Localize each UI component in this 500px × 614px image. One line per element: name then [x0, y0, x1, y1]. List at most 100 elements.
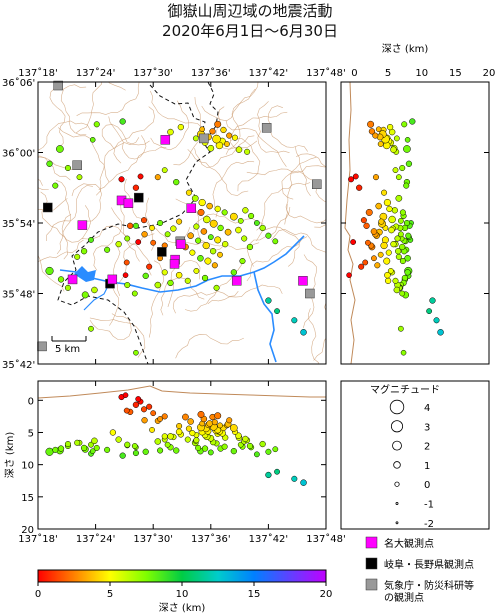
contour-line — [124, 178, 155, 251]
right-section-hypocenter — [386, 205, 393, 213]
contour-line — [286, 203, 326, 224]
contour-line — [313, 301, 326, 361]
epicenter-marker — [64, 284, 71, 291]
contour-line — [120, 204, 152, 276]
epicenter-marker — [161, 269, 168, 276]
contour-line — [89, 317, 146, 358]
right-section-hypocenter — [409, 118, 416, 125]
epicenter-marker — [253, 220, 260, 226]
right-section-hypocenter — [403, 182, 410, 189]
right-section-hypocenter — [395, 194, 403, 202]
colorbar-label: 深さ (km) — [159, 602, 206, 614]
contour-line — [108, 116, 147, 160]
right-section-hypocenter — [393, 135, 400, 142]
epicenter-marker — [123, 259, 130, 266]
epicenter-marker — [88, 237, 94, 243]
epicenter-marker — [246, 243, 254, 251]
colorbar-tick-label: 5 — [107, 589, 113, 600]
right-section-hypocenter — [395, 248, 402, 255]
contour-line — [38, 155, 71, 186]
bottom-section-hypocenter — [211, 419, 218, 426]
right-section-hypocenter — [384, 271, 391, 279]
right-section-hypocenter — [426, 308, 433, 315]
prefecture-station-marker — [157, 247, 167, 257]
jma-nied-station-marker — [305, 288, 315, 299]
bottom-section-depth-ticks: 0 5 10 15 20 — [21, 396, 326, 536]
epicenter-marker — [74, 253, 81, 260]
bottom-section-background — [38, 381, 326, 529]
right-section-hypocenter — [387, 268, 394, 274]
right-section-hypocenter — [384, 277, 392, 284]
bottom-section-hypocenter — [52, 446, 59, 453]
bottom-section-hypocenter — [45, 447, 54, 456]
epicenter-marker — [207, 234, 214, 241]
right-section-depth-tick-label: 20 — [483, 68, 496, 79]
bottom-section-hypocenter — [131, 443, 138, 449]
bottom-section-hypocenter — [184, 436, 191, 443]
epicenter-marker — [115, 241, 122, 248]
contour-line — [257, 101, 290, 153]
epicenter-marker — [91, 286, 98, 294]
right-section-hypocenter — [433, 317, 440, 324]
contour-line — [201, 82, 259, 122]
right-section-hypocenter — [404, 137, 411, 143]
epicenter-marker — [224, 141, 230, 147]
bottom-section-lon-tick-label: 137˚36' — [191, 533, 231, 545]
right-section-hypocenter — [399, 209, 406, 216]
map-lon-tick-label: 137˚36' — [191, 67, 231, 79]
bottom-section-hypocenter — [91, 437, 98, 445]
epicenter-map: 137˚18' 137˚24' 137˚30' 137˚36' 137˚42' 137˚4… — [2, 67, 346, 371]
epicenter-marker — [185, 189, 192, 196]
bottom-section-hypocenter — [291, 475, 298, 482]
epicenter-marker — [235, 146, 243, 153]
map-lon-tick-label: 137˚42' — [249, 67, 289, 79]
bottom-section-frame — [37, 380, 327, 530]
epicenter-marker — [146, 263, 153, 270]
magnitude-legend-symbol — [395, 502, 399, 505]
map-lon-tick-label: 137˚18' — [18, 67, 58, 79]
right-section-hypocenter — [394, 235, 401, 242]
bottom-section-hypocenter — [173, 447, 180, 454]
right-section-hypocenter — [386, 123, 394, 131]
bottom-section-hypocenter — [176, 423, 183, 430]
bottom-section-hypocenter — [142, 448, 149, 455]
epicenter-marker — [187, 232, 194, 239]
right-section-hypocenter — [400, 349, 407, 356]
magnitude-legend-frame — [340, 380, 490, 530]
right-section-hypocenter — [399, 258, 406, 265]
bottom-section-hypocenter — [253, 451, 260, 458]
bottom-section-hypocenter — [259, 440, 266, 448]
bottom-section-hypocenter — [89, 448, 96, 454]
epicenter-marker — [141, 231, 148, 238]
map-lat-tick-label: 36˚06' — [2, 77, 35, 89]
right-section-hypocenter — [363, 222, 370, 229]
epicenter-marker — [259, 224, 266, 232]
right-section-hypocenter — [399, 243, 406, 251]
contour-line — [160, 277, 205, 316]
epicenter-marker — [157, 219, 164, 227]
epicenter-marker — [214, 120, 222, 128]
right-section-hypocenter — [403, 145, 411, 153]
epicenter-marker — [265, 297, 272, 304]
bottom-section-hypocenter — [135, 396, 142, 402]
station-legend-swatch — [365, 536, 378, 549]
right-section-depth-tick-label: 5 — [385, 68, 391, 79]
bottom-section-hypocenter — [221, 443, 228, 450]
bottom-section-hypocenter — [193, 437, 200, 444]
depth-colorbar: 0 5 10 15 20 深さ (km) — [35, 569, 332, 614]
epicenter-marker — [211, 262, 218, 269]
epicenter-markers — [45, 118, 307, 356]
epicenter-marker — [197, 208, 205, 216]
epicenter-marker — [122, 272, 129, 278]
epicenter-marker — [226, 132, 233, 139]
magnitude-legend-label: -1 — [424, 500, 434, 511]
epicenter-marker — [239, 258, 246, 265]
epicenter-marker — [207, 144, 215, 152]
map-lat-tick-label: 36˚00' — [2, 148, 35, 160]
epicenter-marker — [142, 272, 149, 280]
bottom-section-topography — [38, 385, 326, 399]
reservoir — [74, 266, 96, 282]
bottom-section-hypocenter — [197, 410, 205, 418]
epicenter-marker — [80, 248, 88, 255]
